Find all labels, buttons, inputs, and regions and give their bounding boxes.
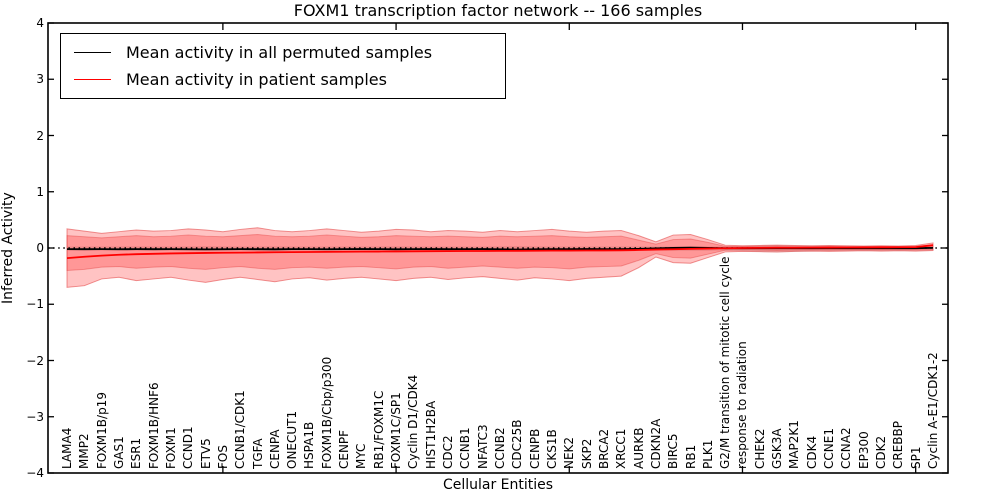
x-tick-label: CREBBP bbox=[891, 421, 906, 469]
y-tick-label: −1 bbox=[26, 297, 44, 312]
x-tick-label: RB1/FOXM1C bbox=[371, 390, 386, 469]
patient-line-swatch bbox=[74, 79, 111, 80]
x-tick-label: FOXM1 bbox=[163, 427, 178, 469]
x-tick-label: CCNB2 bbox=[493, 427, 507, 469]
x-tick-label: Cyclin D1/CDK4 bbox=[406, 374, 421, 469]
legend: Mean activity in all permuted samples Me… bbox=[60, 33, 506, 99]
x-tick-label: GSK3A bbox=[770, 428, 785, 469]
x-tick-label: MYC bbox=[354, 443, 369, 469]
x-tick-label: CCNA2 bbox=[839, 427, 854, 469]
y-tick-label: 1 bbox=[36, 184, 44, 199]
x-tick-label: NEK2 bbox=[562, 436, 577, 469]
x-tick-label: CENPF bbox=[337, 429, 352, 469]
legend-item-label: Mean activity in all permuted samples bbox=[126, 43, 433, 62]
y-tick-label: 2 bbox=[36, 128, 44, 143]
x-tick-label: ESR1 bbox=[129, 437, 144, 469]
x-tick-label: CENPB bbox=[527, 428, 542, 469]
x-tick-label: CDC2 bbox=[441, 435, 456, 469]
x-tick-label: AURKB bbox=[631, 427, 646, 469]
x-tick-label: CDK2 bbox=[874, 435, 889, 469]
x-tick-label: GAS1 bbox=[111, 436, 126, 469]
x-tick-label: RB1 bbox=[683, 444, 698, 469]
x-tick-label: FOXM1B/HNF6 bbox=[146, 382, 161, 469]
x-tick-label: CCND1 bbox=[181, 426, 196, 469]
x-tick-label: FOXM1B/Cbp/p300 bbox=[319, 356, 334, 469]
x-tick-label: BRCA2 bbox=[596, 428, 611, 469]
x-tick-label: ETV5 bbox=[198, 438, 213, 469]
x-tick-label: XRCC1 bbox=[614, 428, 629, 469]
x-tick-label: BIRC5 bbox=[666, 433, 681, 469]
x-tick-label: SKP2 bbox=[579, 438, 594, 469]
y-tick-label: −4 bbox=[26, 466, 44, 480]
x-tick-label: CCNB1 bbox=[458, 427, 473, 469]
x-tick-label: FOXM1C/SP1 bbox=[389, 392, 404, 469]
x-tick-label: HIST1H2BA bbox=[423, 400, 438, 469]
patient-samples-inner-band bbox=[66, 233, 934, 272]
x-tick-label: MMP2 bbox=[77, 433, 92, 469]
x-tick-label: G2/M transition of mitotic cell cycle bbox=[718, 256, 733, 469]
x-tick-label: CKS1B bbox=[544, 429, 559, 469]
x-tick-label: HSPA1B bbox=[302, 421, 317, 469]
y-tick-label: −2 bbox=[26, 353, 44, 368]
y-tick-label: 4 bbox=[36, 16, 44, 30]
x-tick-label: Cyclin A-E1/CDK1-2 bbox=[926, 352, 940, 469]
chart-title: FOXM1 transcription factor network -- 16… bbox=[293, 1, 703, 20]
x-tick-label: CDK4 bbox=[804, 435, 819, 469]
x-tick-label: PLK1 bbox=[700, 439, 715, 469]
patient-mean-line bbox=[66, 244, 934, 260]
x-tick-label: CDKN2A bbox=[648, 418, 663, 469]
x-tick-label: SP1 bbox=[908, 446, 923, 470]
x-tick-label: TGFA bbox=[250, 438, 265, 469]
y-tick-label: 0 bbox=[36, 241, 44, 255]
x-axis-title: Cellular Entities bbox=[442, 477, 554, 493]
x-tick-label: CDC25B bbox=[510, 419, 525, 470]
x-tick-label: LAMA4 bbox=[60, 427, 74, 469]
legend-item-patient: Mean activity in patient samples bbox=[61, 66, 505, 93]
patient-samples-outer-band bbox=[66, 227, 934, 288]
x-tick-label: FOXM1B/p19 bbox=[94, 392, 109, 469]
x-tick-label: CCNB1/CDK1 bbox=[233, 390, 248, 469]
x-tick-label: EP300 bbox=[856, 431, 871, 469]
x-tick-label: CENPA bbox=[267, 429, 282, 469]
y-tick-label: 3 bbox=[36, 72, 44, 87]
x-tick-label: CCNE1 bbox=[822, 428, 837, 469]
x-tick-label: FOS bbox=[215, 445, 230, 469]
legend-item-label: Mean activity in patient samples bbox=[126, 70, 387, 89]
x-tick-label: response to radiation bbox=[735, 341, 750, 469]
x-tick-label: ONECUT1 bbox=[285, 410, 300, 469]
x-tick-label: MAP2K1 bbox=[787, 420, 802, 469]
x-tick-label: CHEK2 bbox=[752, 428, 767, 470]
legend-item-permuted: Mean activity in all permuted samples bbox=[61, 39, 505, 66]
x-tick-label: NFATC3 bbox=[475, 424, 490, 469]
y-tick-label: −3 bbox=[26, 409, 44, 424]
permuted-line-swatch bbox=[74, 52, 111, 53]
